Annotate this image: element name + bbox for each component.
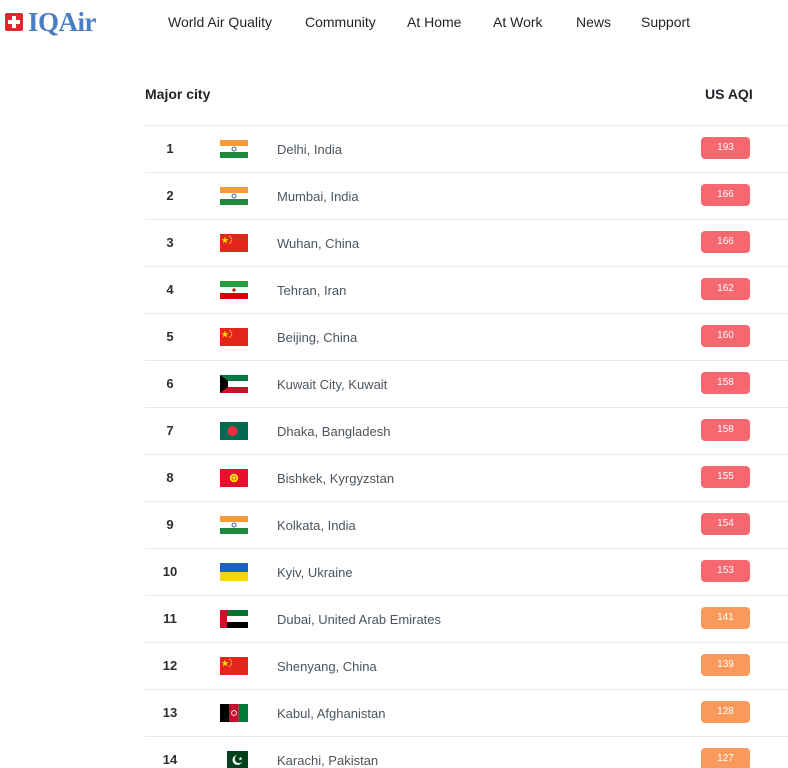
city-link[interactable]: Kyiv, Ukraine [277, 565, 353, 580]
aqi-badge: 158 [701, 419, 750, 441]
china-flag-icon [220, 234, 248, 252]
table-row[interactable]: 11 Dubai, United Arab Emirates 141 [145, 596, 788, 643]
logo-text: IQAir [28, 7, 97, 37]
nav-world-air-quality[interactable]: World Air Quality [168, 14, 272, 30]
city-link[interactable]: Shenyang, China [277, 659, 377, 674]
swiss-cross-icon [5, 13, 23, 31]
table-row[interactable]: 4 Tehran, Iran 162 [145, 267, 788, 314]
table-row[interactable]: 13 Kabul, Afghanistan 128 [145, 690, 788, 737]
table-row[interactable]: 10 Kyiv, Ukraine 153 [145, 549, 788, 596]
table-body: 1 Delhi, India 193 2 Mumbai, India 166 3 Wuhan,… [145, 126, 788, 768]
city-link[interactable]: Delhi, India [277, 142, 343, 157]
city-link[interactable]: Dhaka, Bangladesh [277, 424, 391, 439]
rank-number: 1 [166, 141, 174, 156]
bangladesh-flag-icon [220, 422, 248, 440]
aqi-badge: 166 [701, 231, 750, 253]
table-row[interactable]: 2 Mumbai, India 166 [145, 173, 788, 220]
city-link[interactable]: Dubai, United Arab Emirates [277, 612, 442, 627]
afghanistan-flag-icon [220, 704, 248, 722]
aqi-badge: 158 [701, 372, 750, 394]
aqi-badge: 166 [701, 184, 750, 206]
rank-number: 11 [163, 611, 177, 626]
table-row[interactable]: 9 Kolkata, India 154 [145, 502, 788, 549]
rank-number: 10 [162, 564, 178, 579]
table-row[interactable]: 7 Dhaka, Bangladesh 158 [145, 408, 788, 455]
iqair-logo[interactable]: IQAir [5, 7, 97, 37]
site-header: IQAir World Air Quality Community At Hom… [0, 0, 788, 46]
city-link[interactable]: Tehran, Iran [277, 283, 347, 298]
aqi-badge: 155 [701, 466, 750, 488]
aqi-badge: 128 [701, 701, 750, 723]
city-link[interactable]: Beijing, China [277, 330, 358, 345]
aqi-badge: 193 [701, 137, 750, 159]
rank-number: 14 [162, 752, 178, 767]
table-row[interactable]: 5 Beijing, China 160 [145, 314, 788, 361]
city-link[interactable]: Bishkek, Kyrgyzstan [277, 471, 395, 486]
uae-flag-icon [220, 610, 248, 628]
aqi-badge: 162 [701, 278, 750, 300]
rank-number: 2 [166, 188, 174, 203]
city-link[interactable]: Kabul, Afghanistan [277, 706, 386, 721]
city-link[interactable]: Wuhan, China [277, 236, 360, 251]
nav-at-home[interactable]: At Home [407, 14, 462, 30]
rank-number: 5 [166, 329, 174, 344]
column-header-aqi: US AQI [705, 86, 753, 102]
aqi-badge: 154 [701, 513, 750, 535]
city-link[interactable]: Karachi, Pakistan [277, 753, 379, 768]
column-header-city: Major city [145, 86, 211, 102]
china-flag-icon [220, 328, 248, 346]
aqi-badge: 160 [701, 325, 750, 347]
aqi-badge: 153 [701, 560, 750, 582]
rank-number: 9 [166, 517, 174, 532]
table-row[interactable]: 1 Delhi, India 193 [145, 126, 788, 173]
table-header: Major city US AQI [145, 78, 788, 126]
china-flag-icon [220, 657, 248, 675]
india-flag-icon [220, 187, 248, 205]
nav-support[interactable]: Support [641, 14, 691, 30]
rank-number: 3 [166, 235, 174, 250]
nav-news[interactable]: News [576, 14, 612, 30]
pakistan-flag-icon [220, 751, 248, 768]
city-link[interactable]: Mumbai, India [277, 189, 359, 204]
aqi-badge: 127 [701, 748, 750, 768]
ukraine-flag-icon [220, 563, 248, 581]
table-row[interactable]: 14 Karachi, Pakistan 127 [145, 737, 788, 768]
rank-number: 8 [166, 470, 174, 485]
rank-number: 6 [166, 376, 174, 391]
nav-community[interactable]: Community [305, 14, 376, 30]
rank-number: 4 [166, 282, 174, 297]
table-row[interactable]: 3 Wuhan, China 166 [145, 220, 788, 267]
kyrgyzstan-flag-icon [220, 469, 248, 487]
india-flag-icon [220, 140, 248, 158]
aqi-badge: 141 [701, 607, 750, 629]
iran-flag-icon [220, 281, 248, 299]
table-row[interactable]: 12 Shenyang, China 139 [145, 643, 788, 690]
rank-number: 12 [162, 658, 178, 673]
rank-number: 13 [162, 705, 178, 720]
table-row[interactable]: 6 Kuwait City, Kuwait 158 [145, 361, 788, 408]
aqi-badge: 139 [701, 654, 750, 676]
kuwait-flag-icon [220, 375, 248, 393]
nav-at-work[interactable]: At Work [493, 14, 543, 30]
city-link[interactable]: Kolkata, India [277, 518, 356, 533]
table-row[interactable]: 8 Bishkek, Kyrgyzstan 155 [145, 455, 788, 502]
rank-number: 7 [166, 423, 174, 438]
city-ranking-table: Major city US AQI 1 Delhi, India 193 2 Mumba… [145, 78, 788, 768]
city-link[interactable]: Kuwait City, Kuwait [277, 377, 388, 392]
india-flag-icon [220, 516, 248, 534]
